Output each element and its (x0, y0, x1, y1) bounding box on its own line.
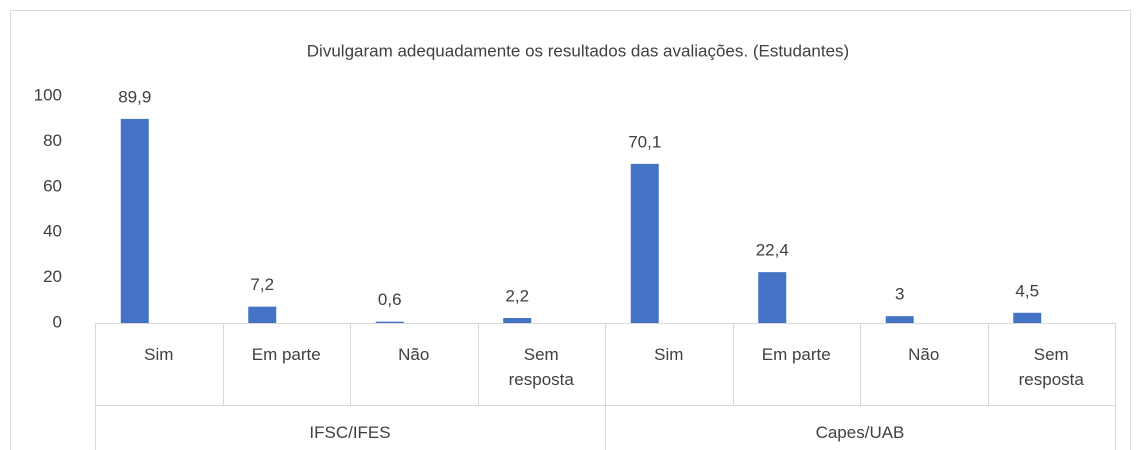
y-tick-label: 0 (53, 312, 62, 331)
value-label: 22,4 (756, 241, 789, 260)
bar (503, 318, 532, 323)
x-tick-label: Não (398, 345, 430, 364)
value-label: 89,9 (118, 87, 151, 106)
bar (375, 321, 404, 323)
chart-border (10, 10, 1131, 450)
bar (630, 163, 659, 323)
value-label: 2,2 (505, 286, 529, 305)
y-tick-label: 100 (34, 85, 62, 104)
group-label: Capes/UAB (815, 423, 905, 442)
chart-title: Divulgaram adequadamente os resultados d… (307, 41, 849, 60)
x-tick-label: Não (908, 345, 940, 364)
bar (885, 316, 914, 323)
x-tick-label: Sem resposta (508, 345, 574, 389)
bar (120, 118, 149, 323)
y-tick-label: 20 (43, 267, 62, 286)
x-tick-label: Em parte (761, 345, 831, 364)
value-label: 3 (895, 285, 904, 304)
x-tick-label: Sim (654, 345, 684, 364)
x-tick-label: Sem resposta (1018, 345, 1084, 389)
y-tick-label: 60 (43, 176, 62, 195)
y-tick-label: 80 (43, 131, 62, 150)
value-label: 7,2 (250, 275, 274, 294)
y-tick-label: 40 (43, 222, 62, 241)
value-label: 0,6 (378, 290, 402, 309)
group-label: IFSC/IFES (309, 423, 391, 442)
x-tick-label: Sim (144, 345, 174, 364)
bar (1013, 312, 1042, 323)
bar (758, 272, 787, 323)
value-label: 4,5 (1015, 281, 1039, 300)
bar (248, 306, 277, 323)
value-label: 70,1 (628, 132, 661, 151)
x-tick-label: Em parte (251, 345, 321, 364)
